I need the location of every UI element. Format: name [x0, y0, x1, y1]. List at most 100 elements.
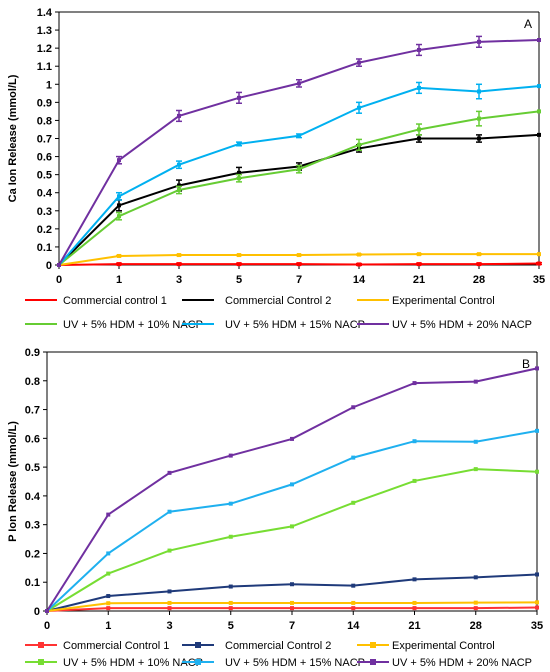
legend-entry: Experimental Control: [392, 295, 495, 307]
data-point: [167, 509, 172, 514]
data-point: [290, 600, 294, 605]
legend-entry: UV + 5% HDM + 15% NACP: [225, 319, 365, 331]
legend-entry: Commercial Control 1: [63, 640, 169, 652]
data-point: [351, 500, 356, 505]
data-point: [177, 113, 181, 118]
y-tick-label: 0.4: [25, 491, 41, 503]
data-point: [417, 262, 421, 267]
data-point: [477, 39, 481, 44]
data-point: [412, 381, 417, 386]
data-point: [117, 203, 121, 208]
y-tick-label: 1.1: [37, 61, 52, 73]
data-point: [473, 467, 478, 472]
data-point: [57, 263, 61, 267]
data-point: [412, 577, 417, 582]
y-tick-label: 0.1: [25, 577, 40, 589]
y-tick-label: 1: [46, 79, 52, 91]
data-point: [167, 548, 172, 553]
data-point: [351, 600, 356, 605]
data-point: [473, 575, 478, 580]
legend-marker: [38, 659, 44, 665]
data-point: [117, 214, 121, 219]
x-tick-label: 21: [408, 620, 420, 632]
data-point: [473, 379, 478, 384]
x-tick-label: 1: [116, 274, 122, 286]
data-point: [117, 262, 121, 267]
data-point: [290, 436, 294, 441]
data-point: [537, 252, 541, 257]
data-point: [167, 589, 172, 594]
data-point: [477, 116, 481, 121]
legend-marker: [195, 659, 201, 665]
legend-marker: [370, 659, 376, 665]
y-tick-label: 0.5: [37, 170, 52, 182]
legend-entry: Commercial Control 2: [225, 295, 331, 307]
data-point: [167, 470, 172, 475]
data-point: [177, 183, 181, 188]
data-point: [477, 89, 481, 94]
legend-entry: UV + 5% HDM + 10% NACP: [63, 657, 203, 669]
x-tick-label: 1: [105, 620, 111, 632]
chart-b: 00.10.20.30.40.50.60.70.80.90 1 3 5 7 14 21 28 3…: [7, 347, 543, 669]
data-point: [473, 600, 478, 605]
data-point: [228, 584, 233, 589]
data-point: [117, 253, 121, 258]
data-point: [106, 606, 111, 611]
data-point: [237, 95, 241, 100]
data-point: [351, 583, 356, 588]
data-point: [237, 170, 241, 175]
data-point: [45, 609, 49, 613]
series-line: [58, 39, 540, 266]
data-point: [477, 252, 481, 257]
data-point: [535, 366, 539, 371]
data-point: [237, 253, 241, 258]
x-tick-label: 7: [289, 620, 295, 632]
data-point: [417, 47, 421, 52]
data-point: [117, 194, 121, 199]
data-point: [167, 600, 172, 605]
x-tick-label: 14: [353, 274, 366, 286]
data-point: [290, 582, 294, 587]
y-tick-label: 0.1: [37, 242, 52, 254]
data-point: [228, 606, 233, 611]
y-axis-label: Ca Ion Release (mmol/L): [7, 74, 19, 202]
data-point: [357, 60, 361, 65]
legend-entry: UV + 5% HDM + 20% NACP: [392, 319, 532, 331]
data-point: [106, 571, 111, 576]
y-tick-label: 0.3: [37, 206, 52, 218]
data-point: [237, 262, 241, 267]
data-point: [106, 512, 111, 517]
data-point: [535, 600, 539, 605]
y-tick-label: 0.9: [37, 97, 52, 109]
x-tick-label: 3: [166, 620, 172, 632]
legend-entry: UV + 5% HDM + 15% NACP: [225, 657, 365, 669]
data-point: [177, 162, 181, 167]
y-tick-label: 0.9: [25, 347, 40, 359]
data-point: [535, 469, 539, 474]
data-point: [535, 428, 539, 433]
data-point: [228, 453, 233, 458]
x-tick-label: 5: [236, 274, 242, 286]
series-line: [58, 85, 540, 266]
data-point: [106, 551, 111, 556]
y-tick-label: 0.2: [37, 224, 52, 236]
data-point: [167, 606, 172, 611]
y-tick-label: 0.7: [25, 405, 40, 417]
data-point: [177, 262, 181, 267]
x-tick-label: 28: [470, 620, 482, 632]
data-point: [417, 85, 421, 90]
data-point: [357, 105, 361, 110]
y-axis-label: P Ion Release (mmol/L): [7, 421, 19, 542]
x-tick-label: 5: [228, 620, 234, 632]
data-point: [351, 455, 356, 460]
data-point: [117, 158, 121, 163]
data-point: [228, 501, 233, 506]
y-tick-label: 0.8: [37, 115, 52, 127]
chart-a: 0 0.1 0.2 0.3 0.4 0.5 0.6 0.7 0.8 0.9 1 1.1 1.2 1.3 1.…: [7, 7, 545, 331]
data-point: [357, 262, 361, 267]
legend-entry: Experimental Control: [392, 640, 495, 652]
data-point: [477, 262, 481, 267]
data-point: [177, 253, 181, 258]
data-point: [290, 524, 294, 529]
series-line: [46, 367, 538, 612]
